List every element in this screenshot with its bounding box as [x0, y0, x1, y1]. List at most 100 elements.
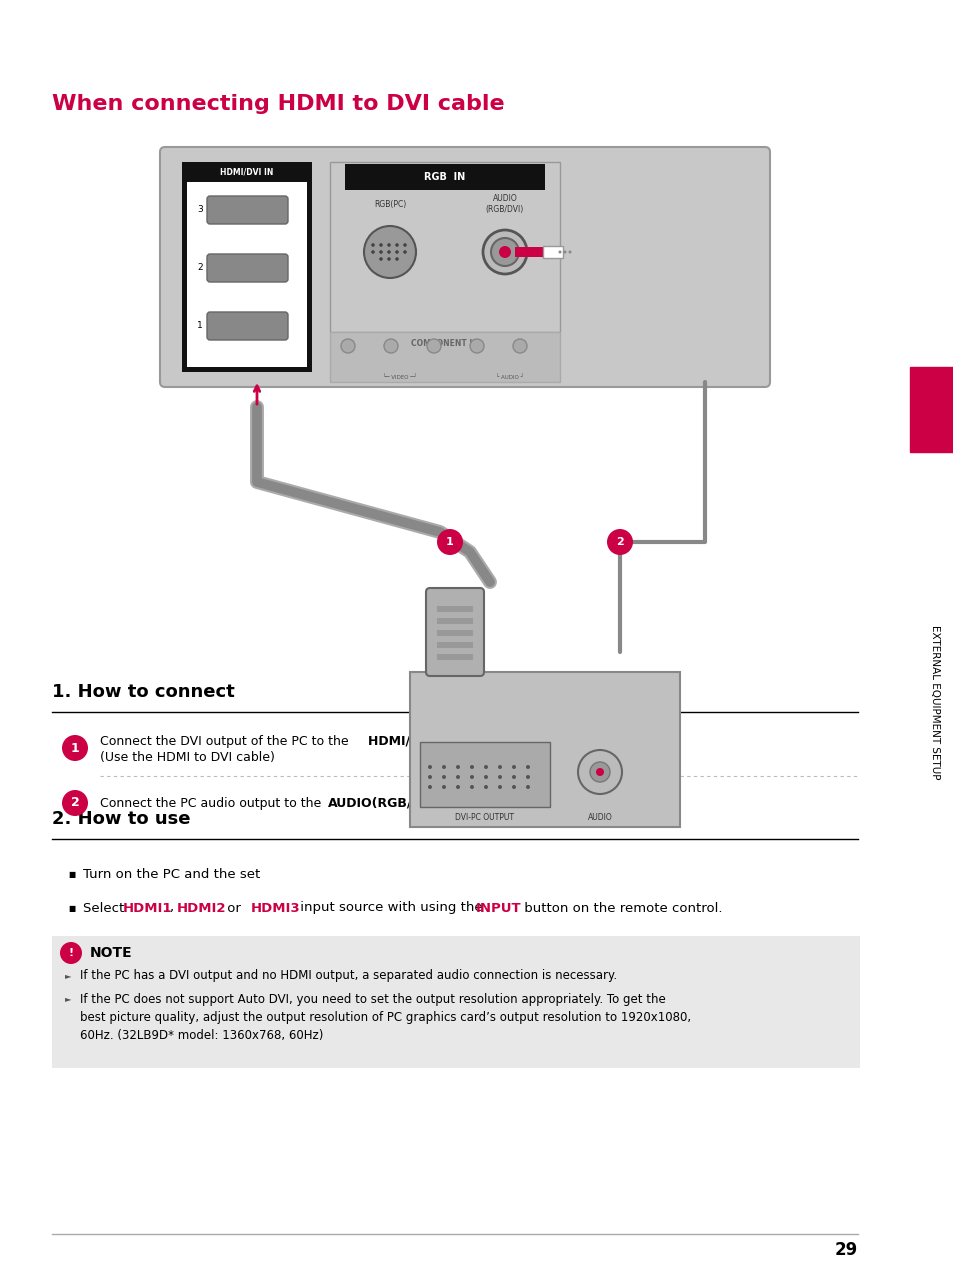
Circle shape [456, 785, 459, 789]
Text: or: or [475, 734, 487, 748]
Text: └─ VIDEO ─┘: └─ VIDEO ─┘ [383, 374, 416, 380]
Circle shape [596, 768, 603, 776]
Bar [187, 182, 307, 368]
Circle shape [456, 775, 459, 778]
Bar [436, 618, 473, 625]
Circle shape [384, 340, 397, 354]
Circle shape [456, 764, 459, 770]
Circle shape [428, 785, 432, 789]
Text: 29: 29 [834, 1241, 857, 1259]
Circle shape [470, 764, 474, 770]
Text: NOTE: NOTE [90, 946, 132, 960]
Text: HDMI/DVI IN1: HDMI/DVI IN1 [368, 734, 462, 748]
Text: └ AUDIO ┘: └ AUDIO ┘ [496, 374, 523, 380]
FancyBboxPatch shape [426, 588, 483, 675]
Text: ,: , [454, 734, 457, 748]
Circle shape [512, 764, 516, 770]
Bar [542, 245, 562, 258]
Circle shape [606, 529, 633, 555]
Text: INPUT: INPUT [476, 902, 521, 915]
FancyBboxPatch shape [160, 148, 769, 387]
Text: ►: ► [65, 995, 71, 1004]
Circle shape [436, 529, 462, 555]
Text: COMPONENT IN: COMPONENT IN [411, 340, 478, 349]
Text: ■: ■ [68, 870, 75, 879]
Circle shape [513, 340, 526, 354]
Circle shape [483, 764, 488, 770]
Circle shape [378, 257, 382, 261]
Circle shape [470, 785, 474, 789]
FancyBboxPatch shape [207, 254, 288, 282]
Circle shape [512, 775, 516, 778]
Circle shape [470, 340, 483, 354]
Text: 1: 1 [446, 537, 454, 547]
Text: 60Hz. (32LB9D* model: 1360x768, 60Hz): 60Hz. (32LB9D* model: 1360x768, 60Hz) [80, 1029, 323, 1042]
Circle shape [428, 775, 432, 778]
Circle shape [498, 245, 511, 258]
Bar [330, 332, 559, 382]
Text: 3: 3 [197, 205, 203, 214]
Circle shape [568, 251, 571, 253]
Circle shape [482, 230, 526, 273]
Circle shape [483, 775, 488, 778]
Text: 2. How to use: 2. How to use [52, 810, 191, 828]
Circle shape [395, 243, 398, 247]
Text: AUDIO: AUDIO [587, 813, 612, 822]
FancyBboxPatch shape [207, 196, 288, 224]
Text: HDMI/DVI IN: HDMI/DVI IN [220, 168, 274, 177]
Text: When connecting HDMI to DVI cable: When connecting HDMI to DVI cable [52, 94, 504, 114]
Circle shape [364, 226, 416, 279]
Text: AUDIO
(RGB/DVI): AUDIO (RGB/DVI) [485, 193, 523, 214]
Circle shape [483, 785, 488, 789]
Bar [515, 247, 544, 257]
FancyBboxPatch shape [207, 312, 288, 340]
Text: Select: Select [83, 902, 129, 915]
Circle shape [378, 243, 382, 247]
Circle shape [441, 764, 446, 770]
Circle shape [62, 735, 88, 761]
Text: If the PC has a DVI output and no HDMI output, a separated audio connection is n: If the PC has a DVI output and no HDMI o… [80, 969, 617, 982]
Text: 2: 2 [463, 734, 473, 748]
Bar [345, 164, 544, 190]
Circle shape [441, 775, 446, 778]
Circle shape [340, 340, 355, 354]
Text: best picture quality, adjust the output resolution of PC graphics card’s output : best picture quality, adjust the output … [80, 1010, 690, 1024]
Text: ,: , [169, 902, 172, 915]
Bar [909, 368, 953, 452]
Circle shape [441, 785, 446, 789]
Text: If the PC does not support Auto DVI, you need to set the output resolution appro: If the PC does not support Auto DVI, you… [80, 992, 665, 1005]
Text: 3: 3 [495, 734, 503, 748]
Circle shape [387, 243, 391, 247]
Text: 1: 1 [71, 742, 79, 754]
Text: input source with using the: input source with using the [295, 902, 486, 915]
Text: Connect the PC audio output to the: Connect the PC audio output to the [100, 796, 325, 809]
Circle shape [525, 785, 530, 789]
Circle shape [378, 251, 382, 254]
Text: !: ! [69, 948, 73, 958]
Text: or: or [223, 902, 245, 915]
Bar [52, 936, 859, 1068]
Circle shape [371, 251, 375, 254]
Text: jack on the set.: jack on the set. [439, 796, 540, 809]
Text: jack on the set.: jack on the set. [507, 734, 608, 748]
Circle shape [525, 775, 530, 778]
Circle shape [470, 775, 474, 778]
Circle shape [387, 257, 391, 261]
Text: RGB  IN: RGB IN [424, 172, 465, 182]
Text: HDMI1: HDMI1 [123, 902, 172, 915]
Circle shape [497, 764, 501, 770]
Text: ►: ► [65, 972, 71, 981]
Text: 2: 2 [71, 796, 79, 809]
Circle shape [395, 257, 398, 261]
Text: (Use the HDMI to DVI cable): (Use the HDMI to DVI cable) [100, 752, 274, 764]
Text: button on the remote control.: button on the remote control. [519, 902, 721, 915]
Circle shape [497, 785, 501, 789]
Text: 2: 2 [616, 537, 623, 547]
Bar [410, 672, 679, 827]
Circle shape [558, 251, 561, 253]
Circle shape [403, 251, 406, 254]
Circle shape [428, 764, 432, 770]
Text: Connect the DVI output of the PC to the: Connect the DVI output of the PC to the [100, 734, 353, 748]
Circle shape [512, 785, 516, 789]
Circle shape [62, 790, 88, 817]
